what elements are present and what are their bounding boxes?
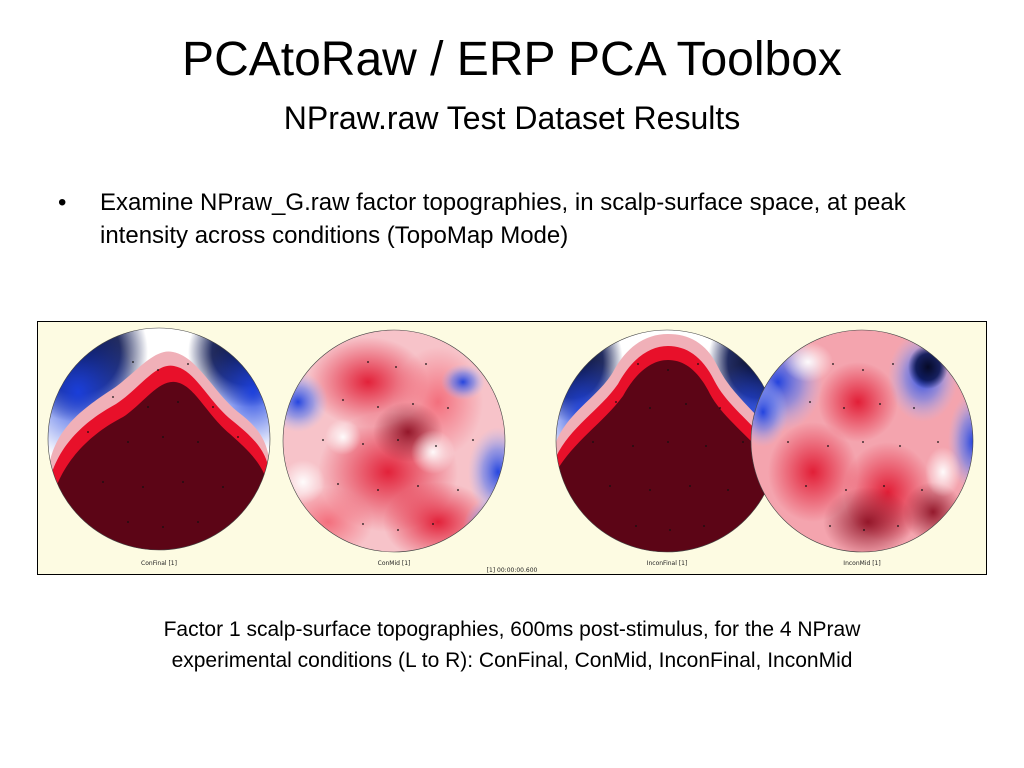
map-label-inconmid: InconMid [1]: [843, 560, 880, 567]
bullet-text: Examine NPraw_G.raw factor topographies,…: [100, 189, 906, 249]
caption-line-2: experimental conditions (L to R): ConFin…: [171, 649, 853, 672]
caption-line-1: Factor 1 scalp-surface topographies, 600…: [163, 618, 861, 641]
electrode-markers: [87, 361, 939, 531]
map-label-inconfinal: InconFinal [1]: [647, 560, 688, 567]
figure-caption: Factor 1 scalp-surface topographies, 600…: [0, 614, 1024, 676]
topomap-inconmid: [750, 329, 974, 553]
topography-maps-svg: ConFinal [1] ConMid [1] InconFinal [1] I…: [47, 327, 974, 574]
time-stamp-label: [1] 00:00:00.600: [487, 567, 538, 574]
map-label-conmid: ConMid [1]: [378, 560, 411, 567]
topography-figure: ConFinal [1] ConMid [1] InconFinal [1] I…: [37, 321, 987, 575]
slide-subtitle: NPraw.raw Test Dataset Results: [283, 100, 741, 136]
map-label-confinal: ConFinal [1]: [141, 560, 177, 567]
topomap-conmid: [282, 329, 506, 553]
slide-title: PCAtoRaw / ERP PCA Toolbox: [182, 33, 842, 86]
bullet-list: • Examine NPraw_G.raw factor topographie…: [58, 186, 978, 252]
bullet-marker: •: [58, 189, 67, 216]
topomap-confinal: [47, 327, 271, 551]
bullet-item: • Examine NPraw_G.raw factor topographie…: [58, 186, 978, 252]
